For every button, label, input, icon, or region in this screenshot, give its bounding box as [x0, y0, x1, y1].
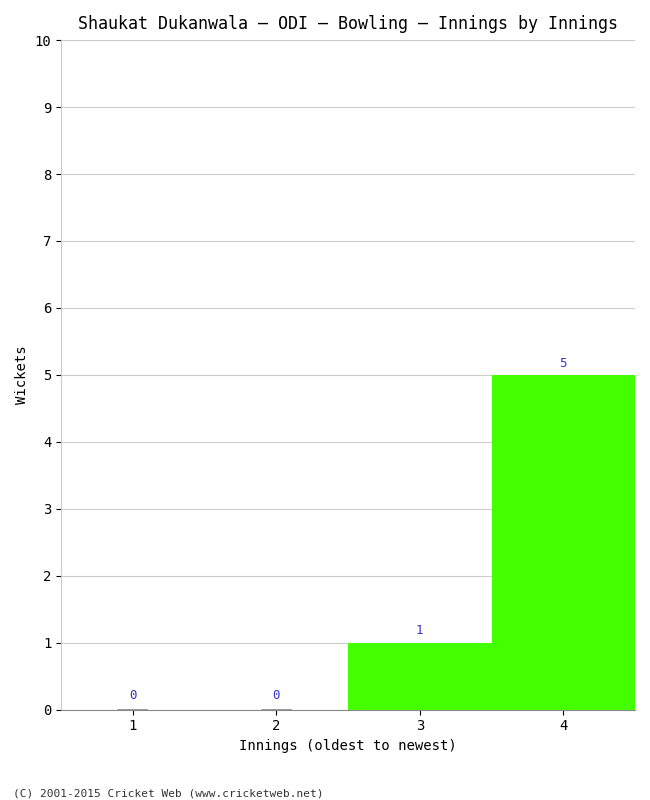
- Bar: [348, 642, 491, 710]
- Text: 1: 1: [416, 625, 424, 638]
- Text: 0: 0: [129, 689, 136, 702]
- Text: 5: 5: [560, 357, 567, 370]
- Text: (C) 2001-2015 Cricket Web (www.cricketweb.net): (C) 2001-2015 Cricket Web (www.cricketwe…: [13, 788, 324, 798]
- X-axis label: Innings (oldest to newest): Innings (oldest to newest): [239, 739, 457, 753]
- Text: 0: 0: [272, 689, 280, 702]
- Y-axis label: Wickets: Wickets: [15, 346, 29, 404]
- Title: Shaukat Dukanwala – ODI – Bowling – Innings by Innings: Shaukat Dukanwala – ODI – Bowling – Inni…: [78, 15, 618, 33]
- Bar: [491, 375, 635, 710]
